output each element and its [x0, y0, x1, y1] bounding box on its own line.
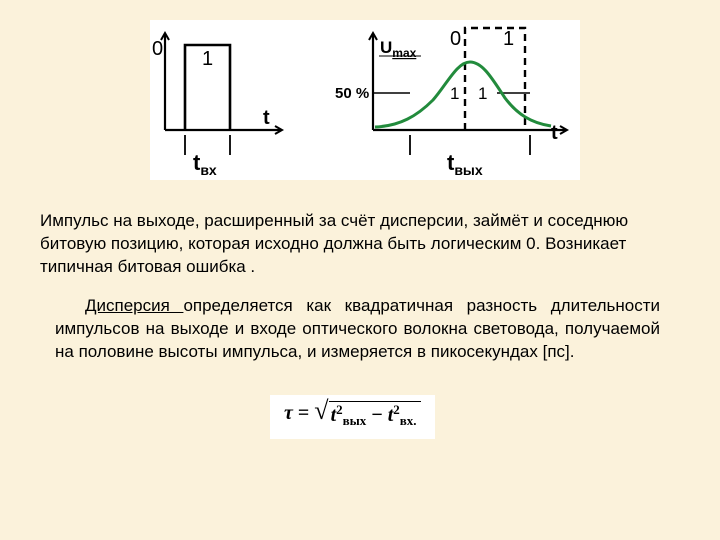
pulse-dispersion-figure: 0 1 t tвх Umax 50 % 0 1 1 1 t tвых — [150, 20, 580, 180]
svg-text:50 %: 50 % — [335, 85, 369, 102]
paragraph-dispersion: Дисперсия определяется как квадратичная … — [55, 295, 660, 364]
svg-text:t: t — [551, 122, 558, 144]
paragraph-error: Импульс на выходе, расширенный за счёт д… — [40, 210, 680, 279]
svg-text:0: 0 — [450, 28, 461, 50]
dispersion-formula: τ = √t2вых − t2вх. — [270, 395, 435, 439]
svg-text:1: 1 — [450, 84, 459, 103]
svg-text:tвх: tвх — [193, 150, 217, 178]
svg-text:1: 1 — [478, 84, 487, 103]
svg-text:Umax: Umax — [380, 38, 417, 60]
svg-text:0: 0 — [152, 38, 163, 60]
svg-text:t: t — [263, 107, 270, 129]
svg-text:1: 1 — [503, 28, 514, 50]
dispersion-term: Дисперсия — [85, 296, 183, 315]
svg-text:tвых: tвых — [447, 150, 483, 178]
svg-text:1: 1 — [202, 48, 213, 70]
